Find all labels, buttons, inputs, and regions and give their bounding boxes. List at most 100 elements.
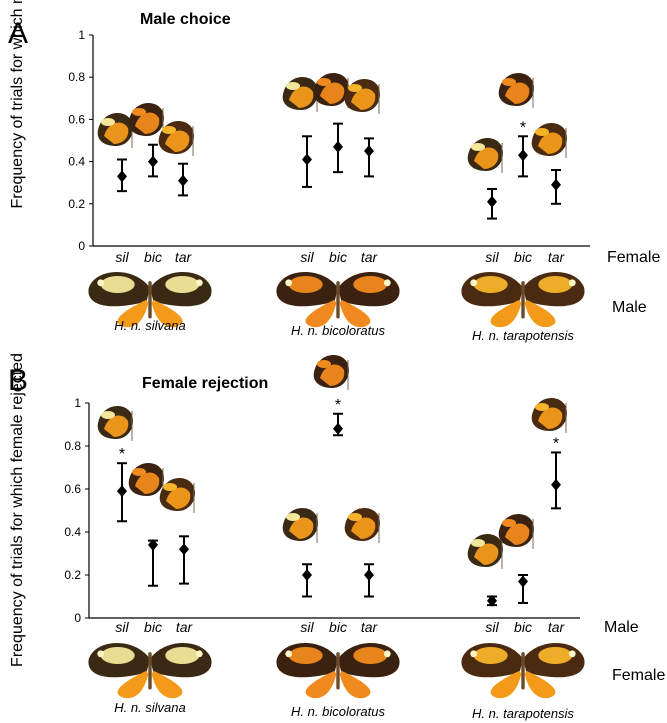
data-point-diamond (551, 178, 561, 191)
x-tick-label: sil (485, 619, 499, 635)
x-tick-label: sil (115, 249, 129, 265)
y-tick-label: 0 (78, 239, 85, 253)
x-tick-label: sil (300, 249, 314, 265)
panel-b-butterfly-icons (97, 354, 568, 569)
y-tick-label: 0.6 (68, 112, 85, 126)
significance-star: * (119, 446, 125, 463)
x-tick-label: tar (176, 619, 194, 635)
data-point-diamond (117, 170, 127, 183)
y-tick-label: 0.2 (64, 568, 81, 582)
panel-a-specimen-images (88, 271, 585, 328)
panel-b-letter: B (8, 364, 28, 397)
x-tick-label: bic (144, 619, 162, 635)
data-point-diamond (364, 569, 374, 581)
butterfly-icon (531, 122, 568, 158)
data-point-diamond (148, 155, 158, 168)
panel-b-female-row-label: Female (612, 667, 665, 684)
specimen-image (88, 271, 212, 328)
butterfly-icon (282, 76, 319, 112)
species-label: H. n. tarapotensis (472, 328, 574, 343)
panel-a-butterfly-icons (97, 72, 568, 173)
data-point-diamond (302, 153, 312, 166)
panel-b-male-row-label: Male (604, 619, 639, 636)
butterfly-icon (282, 507, 319, 543)
panel-a-letter: A (8, 17, 28, 50)
butterfly-icon (498, 72, 535, 108)
x-tick-label: tar (361, 619, 379, 635)
data-point-diamond (518, 149, 528, 162)
significance-star: * (553, 435, 559, 452)
panel-b-y-axis-label: Frequency of trials for which female rej… (9, 353, 26, 667)
data-point-diamond (179, 543, 189, 556)
data-point-diamond (518, 575, 528, 588)
specimen-image (276, 271, 400, 328)
panel-a-female-row-label: Female (607, 249, 660, 266)
panel-a-x-tick-labels: sil bic tar sil bic tar sil bic tar (115, 249, 565, 265)
species-label: H. n. bicoloratus (291, 323, 385, 338)
x-tick-label: bic (514, 619, 532, 635)
data-point-diamond (117, 485, 127, 498)
panel-b: B Female rejection Frequency of trials f… (8, 353, 665, 721)
x-tick-label: tar (361, 249, 379, 265)
x-tick-label: sil (300, 619, 314, 635)
x-tick-label: bic (329, 249, 347, 265)
y-tick-label: 0.8 (64, 439, 81, 453)
significance-star: * (520, 119, 526, 136)
x-tick-label: sil (485, 249, 499, 265)
data-point-diamond (333, 140, 343, 153)
panel-a-male-row-label: Male (612, 299, 647, 316)
data-point-diamond (487, 195, 497, 208)
species-label: H. n. tarapotensis (472, 706, 574, 721)
butterfly-icon (97, 405, 134, 441)
butterfly-icon (498, 513, 535, 549)
panel-a: A Male choice Frequency of trials for wh… (8, 0, 660, 343)
butterfly-icon (128, 102, 165, 138)
data-point-diamond (178, 174, 188, 187)
panel-b-title: Female rejection (142, 375, 268, 392)
specimen-image (276, 642, 400, 699)
species-label: H. n. silvana (114, 318, 186, 333)
x-tick-label: bic (144, 249, 162, 265)
data-point-diamond (333, 422, 343, 435)
data-point-diamond (487, 594, 497, 607)
butterfly-icon (467, 533, 504, 569)
butterfly-icon (128, 462, 165, 498)
panel-a-y-axis-label: Frequency of trials for which male court… (9, 0, 26, 209)
x-tick-label: tar (175, 249, 193, 265)
panel-b-data-points: * * * (117, 397, 561, 607)
butterfly-icon (159, 477, 196, 513)
x-tick-label: bic (329, 619, 347, 635)
x-tick-label: bic (514, 249, 532, 265)
x-tick-label: tar (548, 249, 566, 265)
butterfly-icon (158, 120, 195, 156)
data-point-diamond (364, 145, 374, 158)
specimen-image (88, 642, 212, 699)
specimen-image (461, 642, 585, 699)
data-point-diamond (148, 538, 158, 551)
butterfly-icon (313, 72, 350, 108)
species-label: H. n. bicoloratus (291, 704, 385, 719)
y-tick-label: 0.2 (68, 197, 85, 211)
butterfly-icon (467, 137, 504, 173)
specimen-image (461, 271, 585, 328)
data-point-diamond (302, 569, 312, 581)
x-tick-label: tar (548, 619, 566, 635)
y-tick-label: 0.4 (64, 525, 81, 539)
butterfly-icon (313, 354, 350, 390)
panel-b-x-tick-labels: sil bic tar sil bic tar sil bic tar (115, 619, 565, 635)
x-tick-label: sil (115, 619, 129, 635)
panel-b-species-labels: H. n. silvana H. n. bicoloratus H. n. tara… (114, 700, 574, 721)
butterfly-icon (344, 78, 381, 114)
y-tick-label: 0.8 (68, 70, 85, 84)
butterfly-icon (344, 507, 381, 543)
panel-a-data-points: * (117, 119, 561, 220)
y-tick-label: 0 (74, 611, 81, 625)
panel-a-title: Male choice (140, 11, 231, 28)
y-tick-label: 1 (78, 28, 85, 42)
y-tick-label: 0.4 (68, 155, 85, 169)
significance-star: * (335, 397, 341, 414)
species-label: H. n. silvana (114, 700, 186, 715)
panel-a-y-ticks: 0 0.2 0.4 0.6 0.8 1 (68, 28, 93, 253)
butterfly-icon (531, 397, 568, 433)
